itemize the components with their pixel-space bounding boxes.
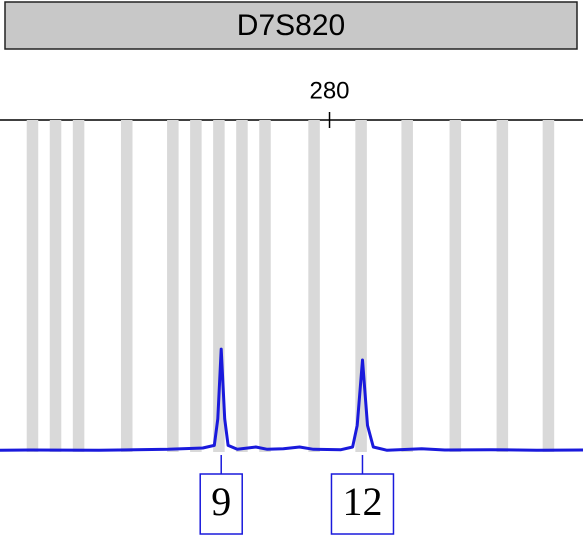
allele-bin — [26, 120, 39, 452]
allele-bin — [496, 120, 509, 452]
allele-label: 9 — [211, 479, 231, 524]
trace — [0, 347, 583, 452]
allele-bin — [49, 120, 62, 452]
chart-title: D7S820 — [237, 9, 345, 42]
allele-bin — [355, 120, 367, 452]
allele-bin — [449, 120, 462, 452]
allele-bin — [542, 120, 555, 452]
allele-bin — [308, 120, 320, 452]
allele-box — [199, 473, 243, 535]
allele-bin — [401, 120, 413, 452]
allele-bin — [120, 120, 133, 452]
allele-bin — [236, 120, 248, 452]
allele-bin — [167, 120, 179, 452]
allele-bin — [259, 120, 271, 452]
allele-label: 12 — [342, 479, 382, 524]
allele-box — [330, 473, 395, 535]
allele-bin — [72, 120, 85, 452]
title-box — [4, 1, 578, 50]
x-tick-label: 280 — [309, 77, 349, 104]
allele-bin — [213, 120, 225, 452]
allele-bin — [190, 120, 202, 452]
